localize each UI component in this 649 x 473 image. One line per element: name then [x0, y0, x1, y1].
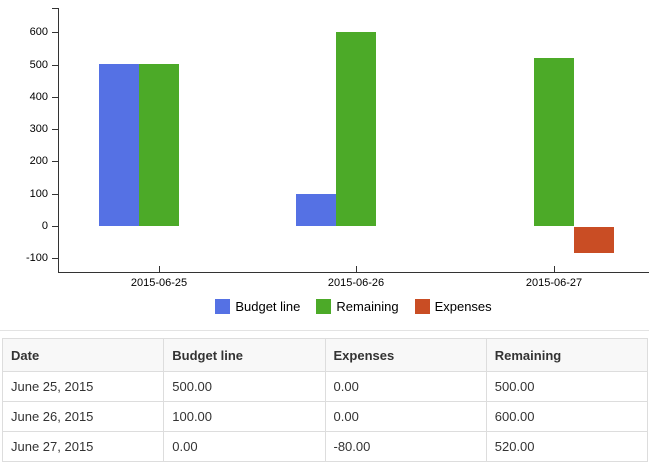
- y-tick-mark: [52, 129, 58, 130]
- table-cell: 500.00: [485, 371, 649, 402]
- table-cell: 520.00: [485, 431, 649, 462]
- x-tick-label: 2015-06-26: [327, 277, 385, 289]
- separator-line: [0, 330, 649, 331]
- table-cell: June 27, 2015: [1, 431, 165, 462]
- table-header-cell: Budget line: [163, 338, 326, 372]
- budget-bar-chart: 600 500 400 300 200 100 0 -100 2015-06-25 2015-0…: [25, 8, 649, 289]
- legend-swatch-budget-line: [215, 298, 231, 314]
- y-tick-label: 300: [29, 123, 48, 135]
- y-tick-mark: [52, 258, 58, 259]
- y-tick-label: 100: [29, 188, 48, 200]
- y-tick-mark: [52, 226, 58, 227]
- x-tick-mark: [356, 266, 357, 272]
- table-cell: June 25, 2015: [1, 371, 165, 402]
- table-cell: 0.00: [163, 431, 326, 462]
- y-tick-mark: [52, 97, 58, 98]
- legend-item: Budget line: [215, 298, 301, 314]
- table-cell: June 26, 2015: [1, 401, 165, 432]
- y-tick-mark: [52, 194, 58, 195]
- legend-label: Remaining: [336, 298, 399, 314]
- y-tick-label: 500: [29, 59, 48, 71]
- x-axis-line: [58, 272, 649, 273]
- x-tick-mark: [159, 266, 160, 272]
- y-tick-label: 600: [29, 26, 48, 38]
- bar-expenses: [574, 227, 614, 253]
- y-tick-mark: [52, 161, 58, 162]
- y-tick-mark: [52, 32, 58, 33]
- y-tick-label: 200: [29, 155, 48, 167]
- table-cell: 100.00: [163, 401, 326, 432]
- table-header-row: Date Budget line Expenses Remaining: [1, 338, 649, 372]
- table-cell: -80.00: [324, 431, 487, 462]
- table-cell: 600.00: [485, 401, 649, 432]
- legend-item: Expenses: [414, 298, 492, 314]
- table-header-cell: Remaining: [485, 338, 649, 372]
- legend-swatch-remaining: [316, 298, 332, 314]
- bar-budget-line: [99, 64, 139, 226]
- table-cell: 0.00: [324, 401, 487, 432]
- table-body: June 25, 2015 500.00 0.00 500.00 June 26, 20…: [1, 371, 649, 462]
- bar-remaining: [139, 64, 179, 226]
- table-header-cell: Date: [1, 338, 165, 372]
- bar-remaining: [534, 58, 574, 226]
- y-tick-label: -100: [25, 252, 48, 264]
- table-header-cell: Expenses: [324, 338, 487, 372]
- legend-label: Budget line: [235, 298, 301, 314]
- x-tick-label: 2015-06-25: [130, 277, 188, 289]
- table-cell: 500.00: [163, 371, 326, 402]
- x-tick-mark: [554, 266, 555, 272]
- legend-item: Remaining: [316, 298, 399, 314]
- y-tick-label: 0: [41, 220, 48, 232]
- y-axis-line: [58, 8, 59, 272]
- table-row: June 25, 2015 500.00 0.00 500.00: [1, 371, 649, 402]
- table-cell: 0.00: [324, 371, 487, 402]
- chart-legend: Budget line Remaining Expenses: [58, 297, 649, 315]
- legend-label: Expenses: [434, 298, 492, 314]
- x-tick-label: 2015-06-27: [525, 277, 583, 289]
- y-tick-label: 400: [29, 91, 48, 103]
- table-row: June 27, 2015 0.00 -80.00 520.00: [1, 431, 649, 462]
- table-row: June 26, 2015 100.00 0.00 600.00: [1, 401, 649, 432]
- budget-table: Date Budget line Expenses Remaining June 25…: [1, 338, 649, 462]
- y-tick-mark: [52, 65, 58, 66]
- table-header: Date Budget line Expenses Remaining: [1, 338, 649, 372]
- legend-swatch-expenses: [414, 298, 430, 314]
- bar-remaining: [336, 32, 376, 226]
- y-axis-top-cap: [52, 8, 58, 9]
- bar-budget-line: [296, 194, 336, 226]
